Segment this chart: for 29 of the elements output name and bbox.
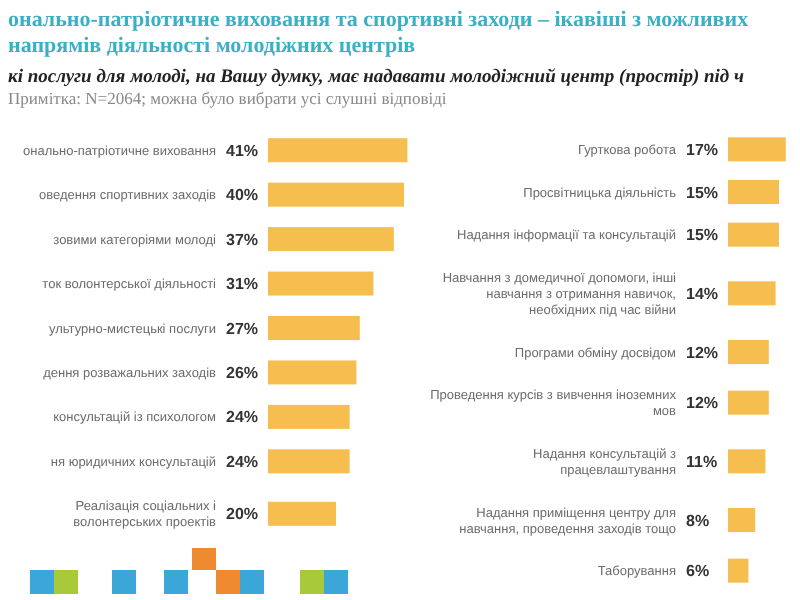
data-label: 14% [686,284,719,303]
data-label: 40% [226,186,259,205]
data-label: 37% [226,230,259,249]
text: Примітка: N=2064; можна було вибрати усі слушні відповіді [8,88,448,108]
data-label: 31% [226,275,259,294]
bar [268,316,360,340]
bar [268,449,350,474]
data-label: 11% [686,452,718,471]
data-label: 24% [226,408,259,427]
bar [268,227,394,252]
data-label: 26% [226,364,259,383]
data-label: 24% [226,452,259,471]
data-label: 8% [686,511,710,530]
data-label: 15% [686,183,719,202]
chart-subtitle: кі послуги для молоді, на Вашу думку, має надавати молодіжний центр (простір) під ч [8,68,745,88]
bar [268,360,357,385]
data-label: 20% [226,505,259,524]
data-label: 15% [686,226,719,245]
chart-title: онально-патріотичне виховання та спортивні заходи – ікавіші з можливих напрямів діяльності молодіжних центрів [8,8,750,58]
data-label: 27% [226,319,259,338]
bar [268,271,374,296]
bar [268,182,404,207]
data-label: 6% [686,562,710,581]
bar [268,404,350,429]
data-label: 41% [226,141,259,160]
data-label: 12% [686,394,719,413]
data-label: 17% [686,140,719,159]
bar [268,138,408,163]
data-label: 12% [686,343,719,362]
